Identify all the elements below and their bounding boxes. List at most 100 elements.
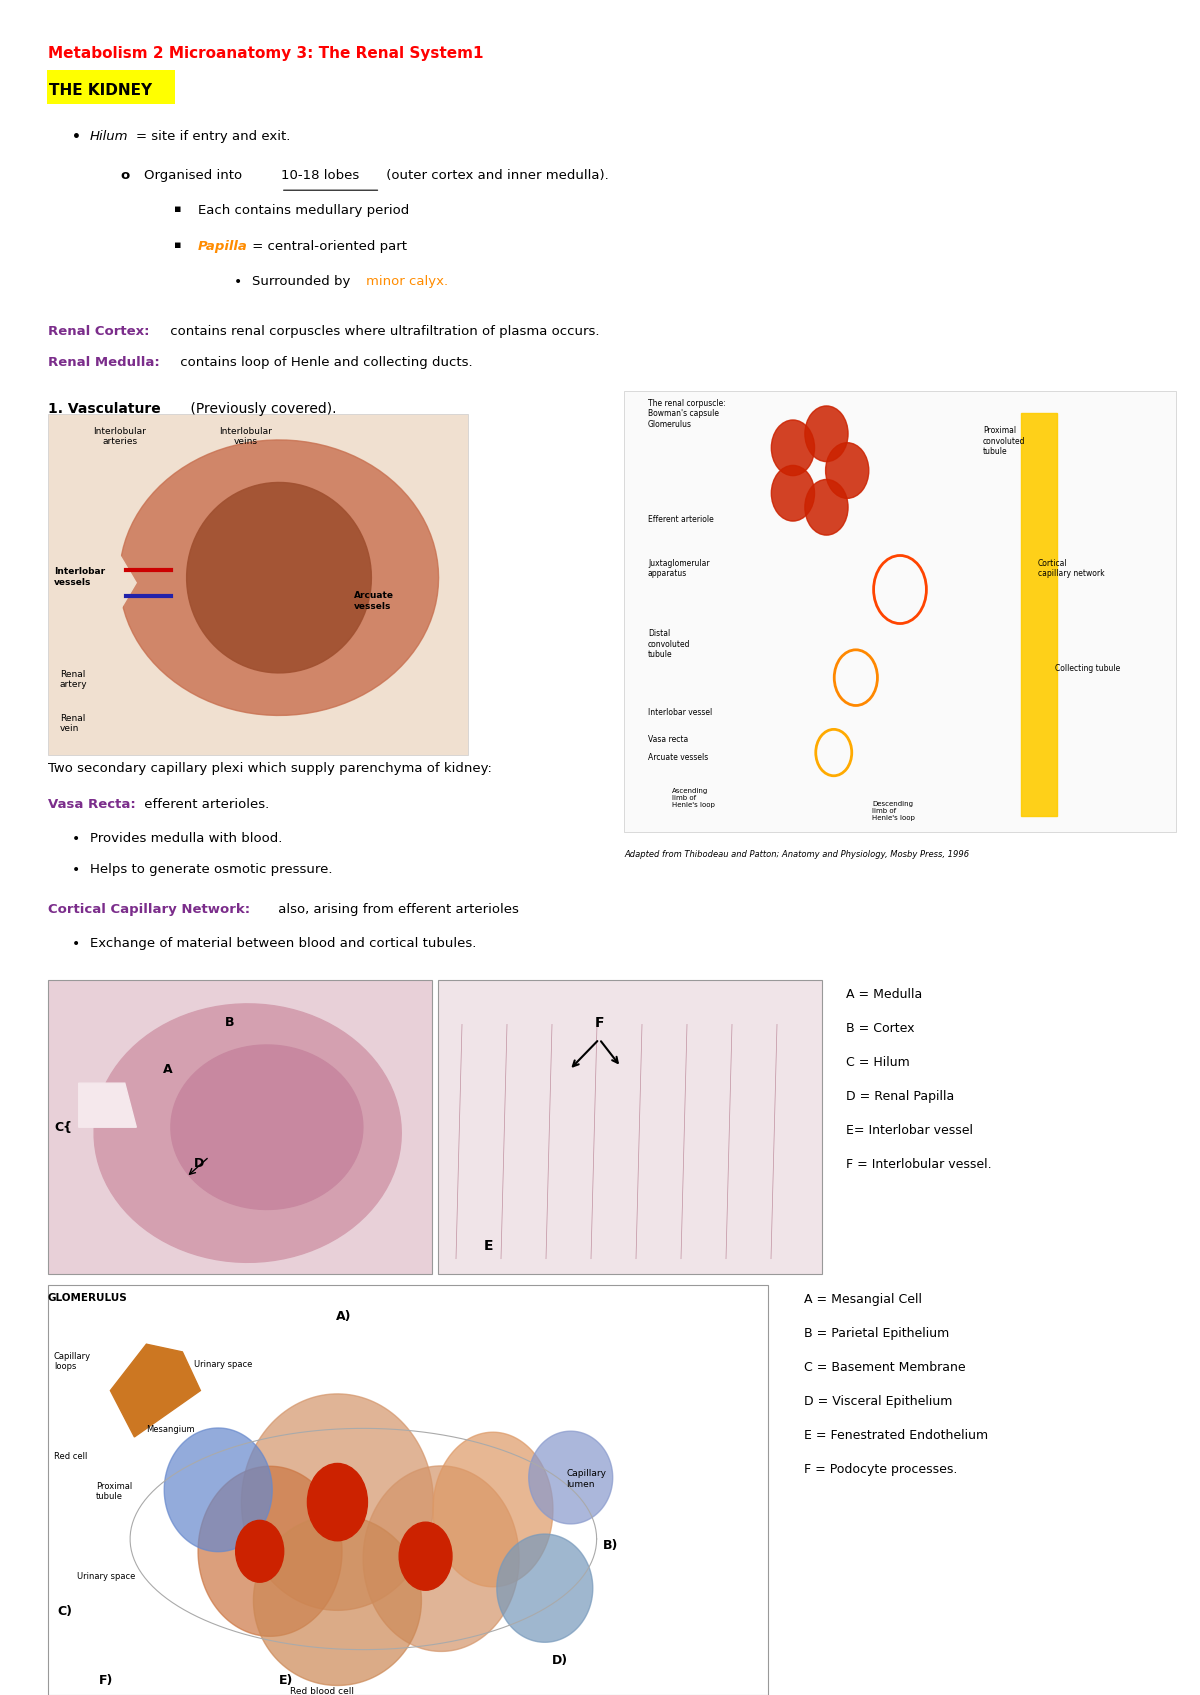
Text: Renal Cortex:: Renal Cortex:: [48, 325, 150, 337]
Polygon shape: [198, 1466, 342, 1636]
Circle shape: [805, 480, 848, 536]
Polygon shape: [529, 1431, 613, 1524]
Text: Capillary
loops: Capillary loops: [54, 1353, 91, 1371]
Polygon shape: [112, 541, 137, 625]
Text: Collecting tubule: Collecting tubule: [1055, 664, 1120, 673]
Polygon shape: [170, 1046, 362, 1210]
Text: •: •: [234, 275, 242, 290]
Text: Interlobar
vessels: Interlobar vessels: [54, 568, 106, 586]
Text: Vasa recta: Vasa recta: [648, 736, 689, 744]
Text: Urinary space: Urinary space: [77, 1571, 136, 1581]
Text: (outer cortex and inner medulla).: (outer cortex and inner medulla).: [382, 168, 608, 181]
Text: Urinary space: Urinary space: [194, 1359, 253, 1368]
Text: C = Hilum: C = Hilum: [846, 1056, 910, 1070]
Text: Interlobular
arteries: Interlobular arteries: [94, 427, 146, 446]
Circle shape: [772, 466, 815, 520]
Polygon shape: [497, 1534, 593, 1642]
Text: GLOMERULUS: GLOMERULUS: [48, 1293, 127, 1303]
Text: Descending
limb of
Henle's loop: Descending limb of Henle's loop: [872, 802, 916, 820]
Polygon shape: [79, 1083, 137, 1127]
Text: •: •: [72, 863, 80, 876]
Bar: [48, 1285, 768, 1695]
Text: E: E: [484, 1239, 493, 1253]
Text: F): F): [98, 1675, 113, 1687]
Text: also, arising from efferent arterioles: also, arising from efferent arterioles: [274, 903, 518, 915]
Text: D = Renal Papilla: D = Renal Papilla: [846, 1090, 954, 1103]
Polygon shape: [1021, 414, 1057, 817]
Text: efferent arterioles.: efferent arterioles.: [140, 798, 270, 810]
Text: Two secondary capillary plexi which supply parenchyma of kidney:: Two secondary capillary plexi which supp…: [48, 763, 492, 775]
Text: Metabolism 2 Microanatomy 3: The Renal System1: Metabolism 2 Microanatomy 3: The Renal S…: [48, 46, 484, 61]
Text: Arcuate
vessels: Arcuate vessels: [354, 592, 394, 610]
Text: Red blood cell: Red blood cell: [289, 1687, 354, 1695]
Text: minor calyx.: minor calyx.: [366, 275, 448, 288]
Text: Renal
vein: Renal vein: [60, 714, 85, 734]
Polygon shape: [253, 1515, 421, 1685]
Text: Papilla: Papilla: [198, 239, 248, 253]
Text: •: •: [72, 937, 80, 951]
Polygon shape: [110, 1344, 200, 1437]
Text: Efferent arteriole: Efferent arteriole: [648, 515, 714, 524]
Text: E= Interlobar vessel: E= Interlobar vessel: [846, 1124, 973, 1137]
Text: Adapted from Thibodeau and Patton; Anatomy and Physiology, Mosby Press, 1996: Adapted from Thibodeau and Patton; Anato…: [624, 851, 970, 859]
Polygon shape: [164, 1427, 272, 1551]
Text: Cortical
capillary network: Cortical capillary network: [1038, 559, 1105, 578]
Text: Interlobular
veins: Interlobular veins: [220, 427, 272, 446]
Text: ▪: ▪: [174, 203, 181, 214]
Text: = central-oriented part: = central-oriented part: [248, 239, 408, 253]
Text: Juxtaglomerular
apparatus: Juxtaglomerular apparatus: [648, 559, 709, 578]
Text: Interlobar vessel: Interlobar vessel: [648, 709, 713, 717]
Text: Organised into: Organised into: [144, 168, 246, 181]
Circle shape: [826, 442, 869, 498]
Text: Hilum: Hilum: [90, 131, 128, 142]
Text: (Previously covered).: (Previously covered).: [186, 402, 336, 415]
Text: contains renal corpuscles where ultrafiltration of plasma occurs.: contains renal corpuscles where ultrafil…: [166, 325, 599, 337]
Text: B = Cortex: B = Cortex: [846, 1022, 914, 1036]
Text: F = Podocyte processes.: F = Podocyte processes.: [804, 1463, 958, 1476]
Text: C): C): [58, 1605, 72, 1617]
Text: Mesangium: Mesangium: [146, 1424, 196, 1434]
Text: Surrounded by: Surrounded by: [252, 275, 355, 288]
Text: The renal corpuscle:
Bowman's capsule
Glomerulus: The renal corpuscle: Bowman's capsule Gl…: [648, 398, 726, 429]
Text: Exchange of material between blood and cortical tubules.: Exchange of material between blood and c…: [90, 937, 476, 949]
Circle shape: [235, 1520, 283, 1581]
Text: Vasa Recta:: Vasa Recta:: [48, 798, 136, 810]
Text: Arcuate vessels: Arcuate vessels: [648, 753, 708, 761]
Text: D): D): [552, 1654, 568, 1666]
Polygon shape: [433, 1432, 553, 1587]
Text: B = Parietal Epithelium: B = Parietal Epithelium: [804, 1327, 949, 1339]
Polygon shape: [187, 483, 372, 673]
Text: Helps to generate osmotic pressure.: Helps to generate osmotic pressure.: [90, 863, 332, 876]
Text: C{: C{: [54, 1122, 72, 1134]
Polygon shape: [120, 441, 439, 715]
Bar: [48, 980, 432, 1275]
Bar: [624, 392, 1176, 832]
Text: D = Visceral Epithelium: D = Visceral Epithelium: [804, 1395, 953, 1409]
Text: THE KIDNEY: THE KIDNEY: [49, 83, 152, 98]
Text: D: D: [194, 1156, 204, 1170]
Text: Cortical Capillary Network:: Cortical Capillary Network:: [48, 903, 250, 915]
Text: Proximal
convoluted
tubule: Proximal convoluted tubule: [983, 427, 1025, 456]
Polygon shape: [364, 1466, 520, 1651]
Circle shape: [307, 1463, 367, 1541]
Text: 1. Vasculature: 1. Vasculature: [48, 402, 161, 415]
Text: Proximal
tubule: Proximal tubule: [96, 1481, 132, 1502]
Text: A = Medulla: A = Medulla: [846, 988, 923, 1002]
FancyBboxPatch shape: [47, 69, 175, 103]
Circle shape: [772, 420, 815, 476]
Text: Red cell: Red cell: [54, 1453, 88, 1461]
Text: Distal
convoluted
tubule: Distal convoluted tubule: [648, 629, 690, 659]
Text: A: A: [163, 1063, 173, 1076]
Text: Capillary
lumen: Capillary lumen: [566, 1470, 606, 1488]
Text: B): B): [602, 1539, 618, 1553]
Polygon shape: [94, 1003, 401, 1263]
Text: F = Interlobular vessel.: F = Interlobular vessel.: [846, 1158, 991, 1171]
Text: A): A): [336, 1310, 352, 1322]
Text: contains loop of Henle and collecting ducts.: contains loop of Henle and collecting du…: [176, 356, 473, 368]
Text: Renal
artery: Renal artery: [60, 670, 88, 688]
Circle shape: [400, 1522, 452, 1590]
Text: •: •: [72, 832, 80, 846]
Text: Ascending
limb of
Henle's loop: Ascending limb of Henle's loop: [672, 788, 715, 809]
Text: = site if entry and exit.: = site if entry and exit.: [136, 131, 290, 142]
Text: A = Mesangial Cell: A = Mesangial Cell: [804, 1293, 922, 1305]
